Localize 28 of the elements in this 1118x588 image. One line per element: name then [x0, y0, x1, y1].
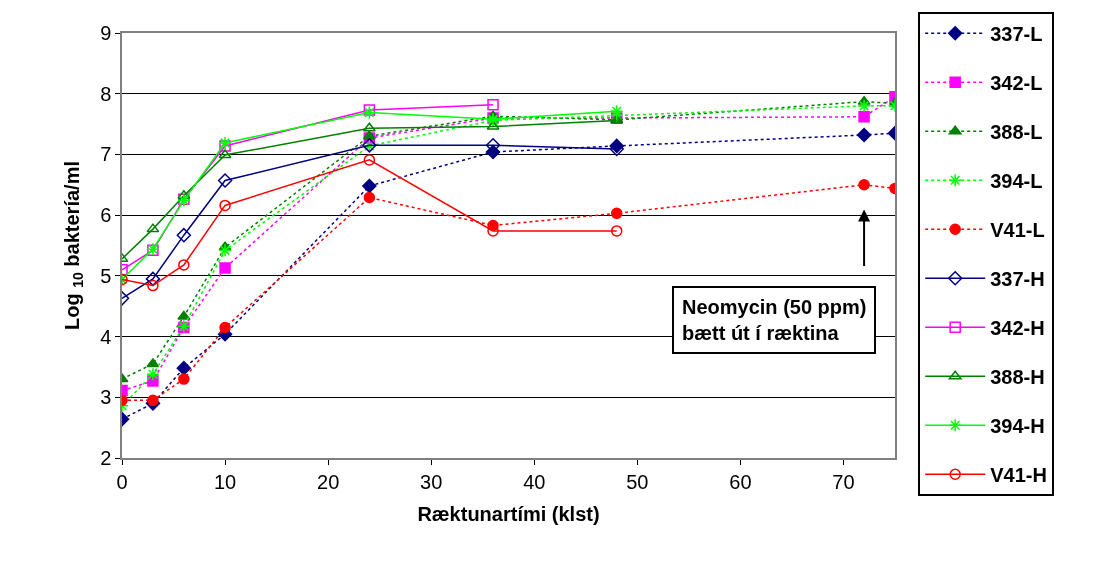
- x-axis-title: Ræktunartími (klst): [417, 502, 600, 525]
- x-tick-label: 40: [523, 470, 546, 493]
- x-tick-label: 70: [832, 470, 855, 493]
- x-tick-label: 50: [626, 470, 649, 493]
- legend-label: 388-H: [990, 366, 1045, 389]
- legend-label: 342-H: [990, 317, 1045, 340]
- annotation: Neomycin (50 ppm) bætt út í ræktina: [682, 296, 867, 344]
- y-tick-label: 6: [100, 204, 112, 227]
- y-tick-label: 9: [100, 22, 112, 44]
- legend-label: 342-L: [990, 72, 1043, 95]
- legend-label: V41-H: [990, 464, 1047, 487]
- x-tick-label: 0: [116, 470, 128, 493]
- y-tick-label: 4: [100, 325, 112, 348]
- y-tick-label: 7: [100, 143, 112, 166]
- x-tick-label: 60: [729, 470, 752, 493]
- x-tick-label: 10: [213, 470, 237, 493]
- legend-label: V41-L: [990, 219, 1045, 242]
- y-tick-label: 5: [100, 264, 112, 287]
- legend-label: 394-H: [990, 415, 1045, 438]
- y-tick-label: 3: [100, 386, 112, 409]
- y-tick-label: 2: [100, 447, 112, 469]
- legend-label: 337-L: [990, 23, 1043, 46]
- legend-label: 337-H: [990, 268, 1045, 291]
- x-tick-label: 30: [420, 470, 443, 493]
- legend-label: 394-L: [990, 170, 1043, 193]
- legend-label: 388-L: [990, 121, 1043, 144]
- x-tick-label: 20: [317, 470, 340, 493]
- y-tick-label: 8: [100, 82, 112, 105]
